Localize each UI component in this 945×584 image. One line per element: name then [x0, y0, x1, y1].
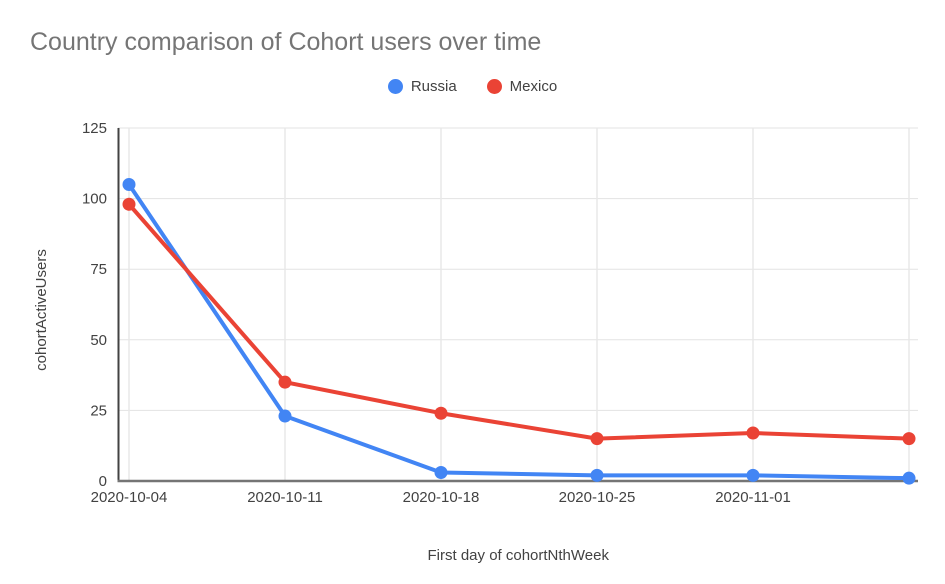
legend-item-russia[interactable]: Russia	[387, 78, 457, 95]
legend-label-mexico: Mexico	[509, 78, 558, 95]
data-point-russia-2[interactable]	[434, 466, 448, 480]
data-point-russia-3[interactable]	[590, 468, 604, 482]
data-point-mexico-5[interactable]	[902, 432, 916, 446]
x-tick-label: 2020-10-04	[91, 489, 168, 506]
legend-swatch-mexico-icon	[486, 79, 502, 94]
x-tick-label: 2020-11-01	[715, 489, 791, 506]
data-point-russia-1[interactable]	[278, 409, 292, 423]
x-tick-label: 2020-10-18	[403, 489, 480, 506]
series-line-russia	[127, 182, 911, 481]
data-point-mexico-4[interactable]	[746, 426, 760, 440]
data-point-russia-0[interactable]	[122, 177, 136, 191]
y-tick-label: 125	[82, 120, 107, 137]
line-chart-plot: 0 25 50 75 100 125 2020-10-04 2020-10-11 2020-10…	[33, 120, 918, 564]
data-point-mexico-0[interactable]	[122, 197, 136, 211]
data-point-mexico-1[interactable]	[278, 375, 292, 389]
data-point-russia-4[interactable]	[746, 468, 760, 482]
legend-label-russia: Russia	[410, 78, 457, 95]
data-point-mexico-2[interactable]	[434, 406, 448, 420]
x-tick-label: 2020-10-11	[247, 489, 323, 506]
y-tick-label: 75	[90, 261, 107, 278]
data-point-russia-5[interactable]	[902, 471, 916, 485]
y-tick-label: 25	[90, 402, 107, 419]
legend-swatch-russia-icon	[387, 79, 403, 94]
data-point-mexico-3[interactable]	[590, 432, 604, 446]
legend-item-mexico[interactable]: Mexico	[486, 78, 558, 95]
chart-title: Country comparison of Cohort users over …	[30, 28, 542, 56]
y-axis-title: cohortActiveUsers	[33, 249, 50, 371]
x-tick-label: 2020-10-25	[559, 489, 636, 506]
x-axis-title: First day of cohortNthWeek	[428, 547, 610, 564]
chart-legend: Russia Mexico	[0, 78, 945, 95]
series-line-mexico	[127, 202, 911, 441]
y-tick-label: 50	[90, 332, 107, 349]
y-tick-label: 100	[82, 191, 107, 208]
y-tick-label: 0	[99, 473, 107, 490]
